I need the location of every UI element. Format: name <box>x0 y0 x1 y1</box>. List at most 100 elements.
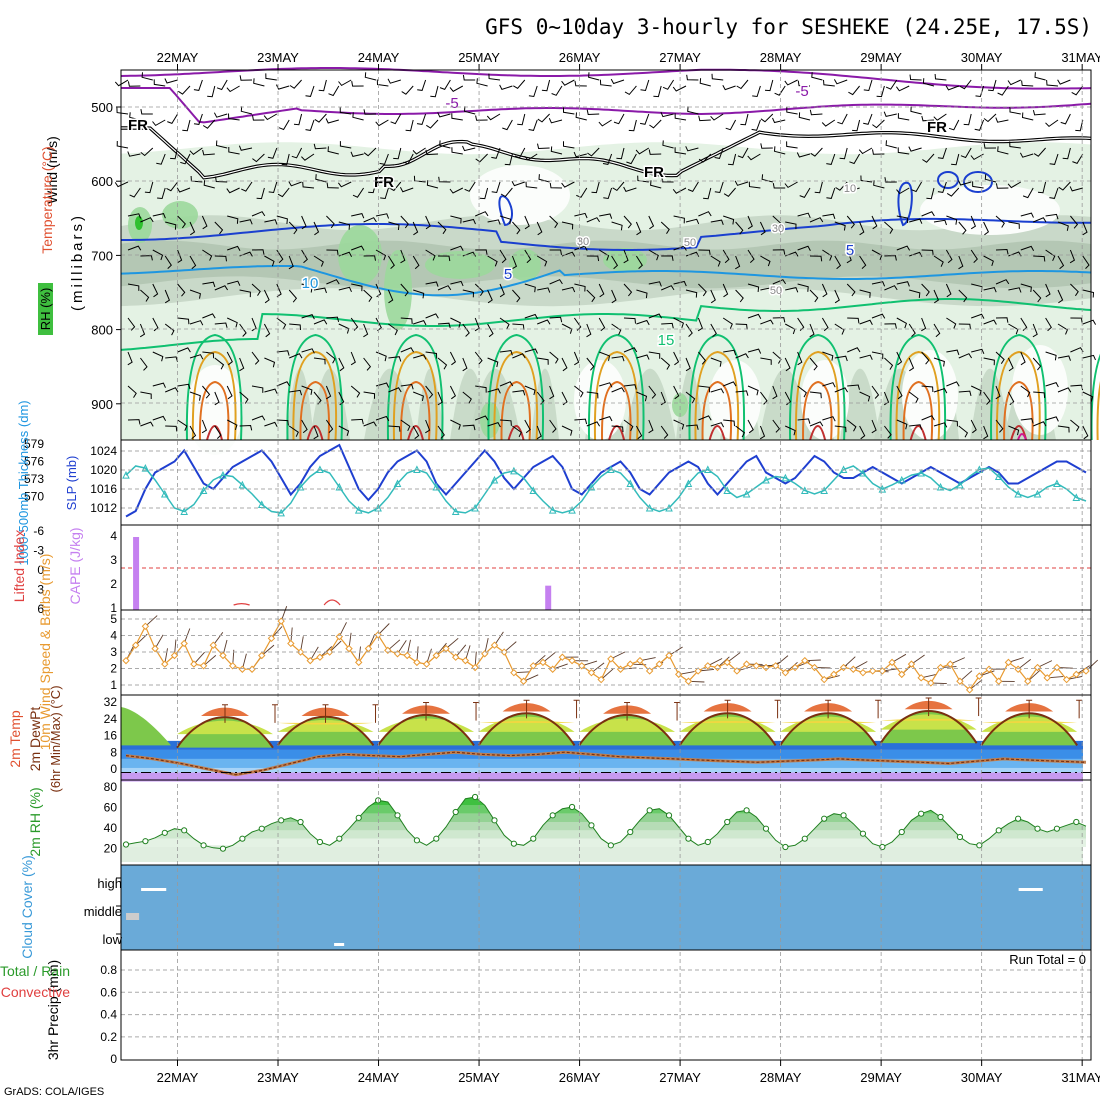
wind-barb <box>549 385 555 400</box>
wind-barb <box>727 153 737 166</box>
wind-barb <box>1057 355 1071 361</box>
wind-barb <box>723 349 737 356</box>
wind-speed-marker <box>1004 658 1013 667</box>
thickness-marker <box>277 508 285 517</box>
wind-barb-10m <box>775 655 789 667</box>
wind-barb <box>425 385 434 399</box>
wind-barb <box>313 425 319 440</box>
wind-speed-marker <box>558 653 567 661</box>
wind-speed-marker <box>228 662 237 670</box>
wind-barb <box>413 175 426 183</box>
wind-barb <box>268 181 278 194</box>
wind-speed-marker <box>868 667 877 675</box>
wind-barb <box>946 187 960 197</box>
wind-speed-marker <box>936 663 945 672</box>
wind-speed-marker <box>510 668 518 677</box>
wind-barb <box>611 355 625 362</box>
wind-barb <box>504 153 513 166</box>
date-label-bottom: 25MAY <box>458 1070 500 1085</box>
lifted-index-tick: 3 <box>37 583 44 597</box>
wind-barb <box>375 283 382 298</box>
wind-barb <box>425 249 436 261</box>
contour-label: FR <box>927 119 947 136</box>
rh-marker <box>918 810 925 817</box>
cloud-segment <box>141 888 167 891</box>
date-label-top: 25MAY <box>458 50 500 65</box>
wind-barb <box>140 255 153 261</box>
wind-barb <box>1033 391 1046 398</box>
temp-hump <box>121 707 171 746</box>
wind-barb <box>908 146 922 152</box>
temp-contour-diurnal-warm <box>995 350 1041 441</box>
wind-barb <box>462 424 476 431</box>
thickness-marker <box>296 482 305 491</box>
wind-barb <box>276 249 284 263</box>
slp-line <box>125 443 1087 518</box>
wind-barb <box>616 147 625 160</box>
wind-barb <box>127 385 137 398</box>
wind-barb <box>983 255 994 267</box>
wind-barb <box>413 289 425 299</box>
wind-barb <box>167 113 179 125</box>
wind-barb <box>834 289 840 304</box>
thickness-marker <box>994 472 1003 480</box>
wind-barb <box>772 385 778 400</box>
wind-barb <box>975 85 985 98</box>
wind-barb <box>140 217 154 223</box>
wind-barb <box>810 147 823 157</box>
wind-barb <box>375 415 390 422</box>
wind-barb <box>747 419 754 434</box>
wind-barb <box>549 316 563 323</box>
wind-barb <box>387 78 401 84</box>
wind-speed-marker <box>723 658 731 667</box>
thickness-marker <box>820 486 828 494</box>
wind-barb <box>425 419 431 434</box>
wind-barb <box>909 74 922 81</box>
wind-barb <box>1070 317 1083 324</box>
temp-contour-diurnal <box>286 333 343 441</box>
upper-air-panel: -5 -5 FR FR FR FR 10 5 5 15 30 50 50 30 10 <box>114 67 1100 455</box>
wind-barb <box>884 255 897 261</box>
wind-barb <box>858 147 873 155</box>
wind-barb <box>685 289 698 298</box>
wind-barb <box>213 112 228 118</box>
wind-barb-10m <box>600 668 614 680</box>
wind-barb <box>863 79 873 92</box>
wind-barb <box>1070 215 1079 229</box>
wind-barb <box>837 113 848 125</box>
wind-barb <box>152 317 159 332</box>
wind-barb <box>1019 152 1034 158</box>
wind-speed-marker <box>607 655 615 663</box>
wind-speed-marker <box>820 675 828 684</box>
rh-marker <box>549 812 556 819</box>
rh-marker <box>1073 818 1080 826</box>
date-label-bottom: 22MAY <box>157 1070 199 1085</box>
wind-barb <box>537 143 550 150</box>
wind-barb <box>945 283 952 298</box>
rh-base <box>121 845 1083 862</box>
temp-contour-15 <box>120 298 1092 351</box>
wind-barb <box>933 255 944 267</box>
wind-barb <box>475 211 489 217</box>
wind-barb <box>774 85 786 96</box>
wind-speed-marker <box>403 651 411 660</box>
precip-tick: 0.8 <box>100 963 117 977</box>
temp-contour-diurnal-hottest <box>407 425 425 441</box>
wind-barb <box>288 425 299 437</box>
wind-barb <box>412 221 419 236</box>
wind-speed-marker <box>413 658 421 667</box>
wind-barb <box>256 187 265 200</box>
thickness-marker <box>800 486 809 494</box>
wind-barb <box>127 419 141 425</box>
rh-marker <box>413 837 421 844</box>
thickness-tick: 570 <box>24 490 44 504</box>
temp-contour-loop <box>963 171 993 193</box>
wind-barb <box>301 153 315 161</box>
wind-speed-marker <box>587 668 596 677</box>
wind-barb <box>714 147 724 159</box>
wind-barb <box>710 289 716 304</box>
rh-marker <box>976 842 983 849</box>
wind-barb <box>288 289 298 303</box>
temp-contour-diurnal-hottest <box>206 425 223 441</box>
wind-barb <box>400 215 409 229</box>
